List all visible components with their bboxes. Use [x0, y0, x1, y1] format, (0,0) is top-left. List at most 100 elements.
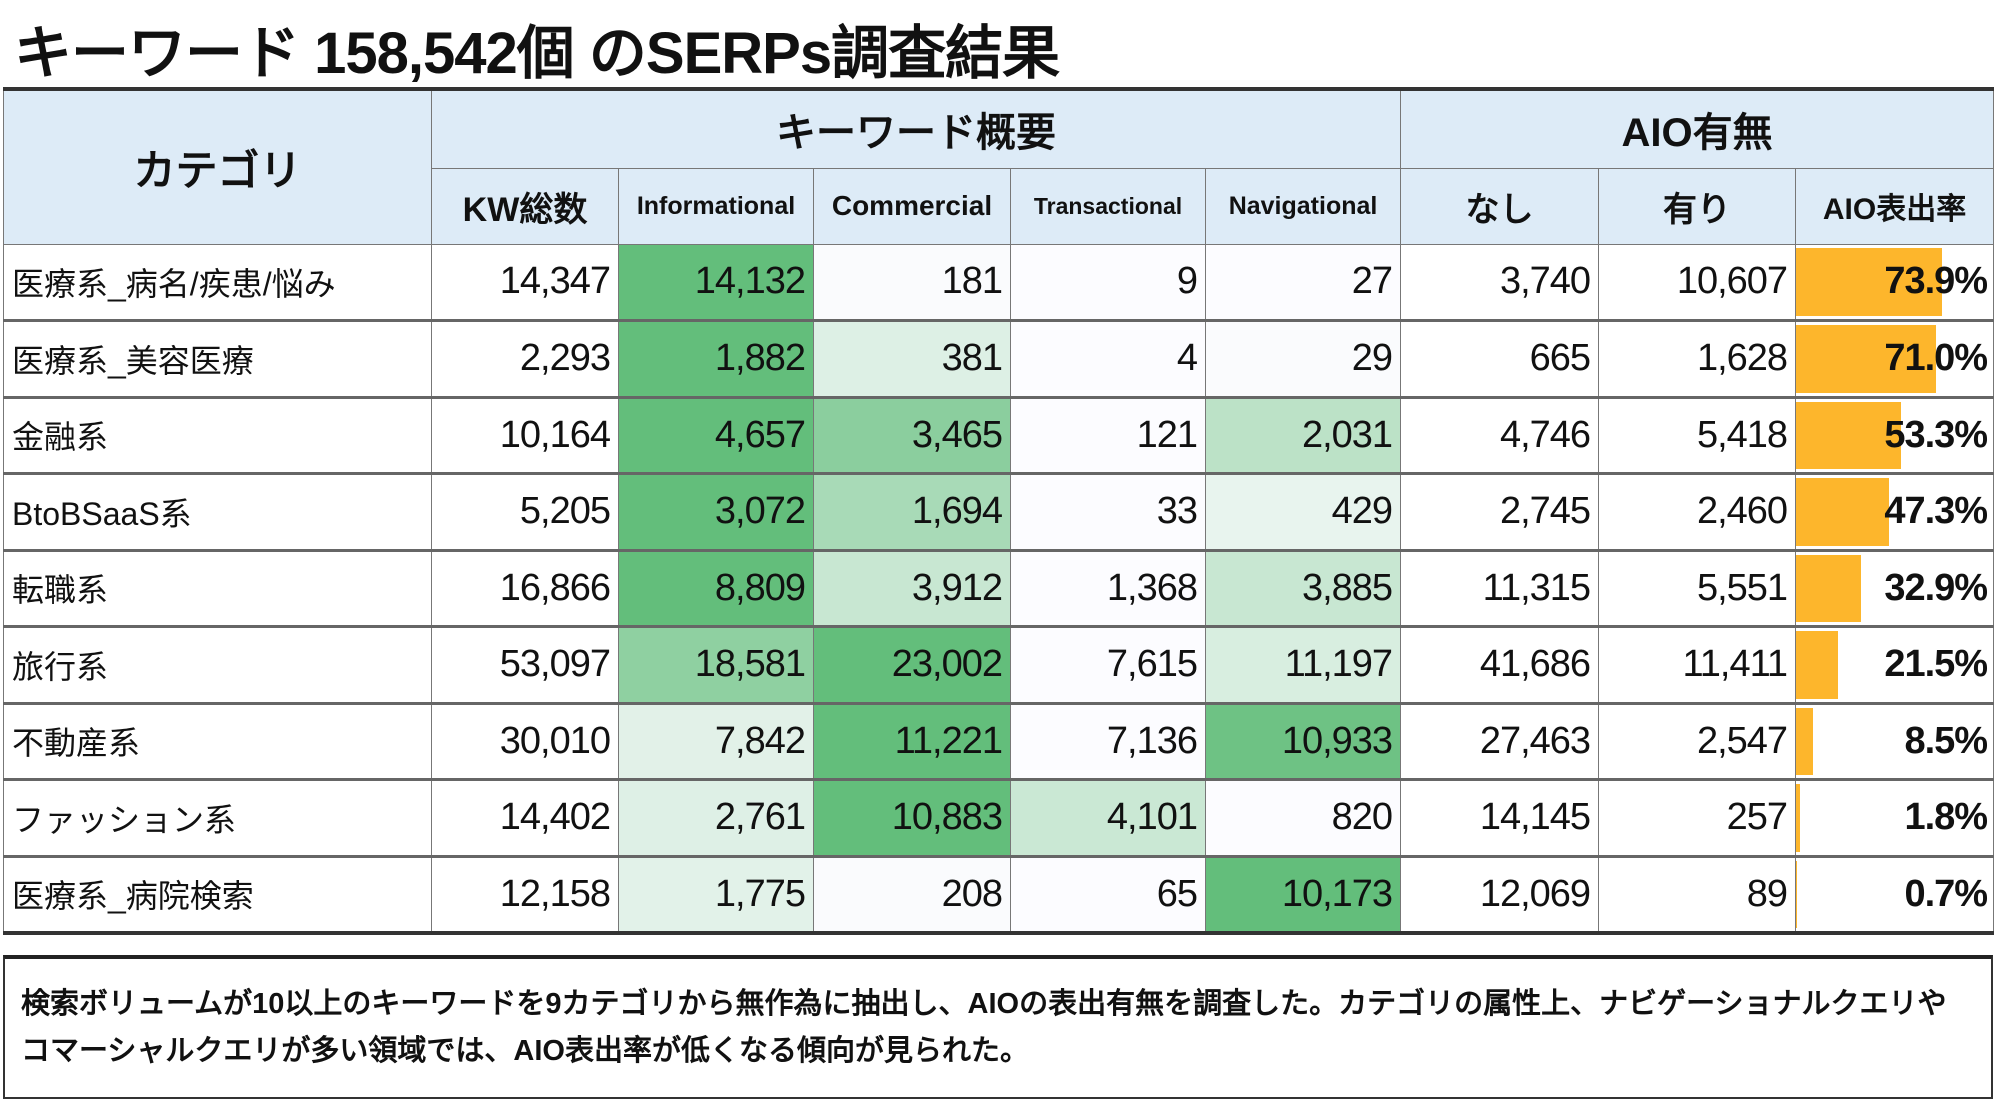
cell-yes: 89 [1598, 854, 1797, 933]
aio-rate-bar [1796, 707, 1813, 775]
cell-total: 5,205 [431, 472, 619, 551]
table-row: 転職系 16,866 8,809 3,912 1,368 3,885 11,315 5,551… [3, 548, 1995, 627]
aio-rate-value: 73.9% [1884, 260, 1988, 303]
cell-total: 2,293 [431, 319, 619, 398]
page-title: キーワード 158,542個 のSERPs調査結果 [14, 21, 1060, 86]
cell-total: 53,097 [431, 625, 619, 704]
aio-rate-value: 47.3% [1884, 490, 1988, 533]
cell-comm: 381 [813, 319, 1011, 398]
cell-aio-rate: 32.9% [1795, 548, 1995, 627]
aio-rate-value: 21.5% [1884, 643, 1988, 686]
aio-rate-value: 8.5% [1904, 719, 1988, 762]
cell-yes: 10,607 [1598, 243, 1797, 321]
cell-category: 不動産系 [3, 701, 432, 780]
cell-yes: 5,551 [1598, 548, 1797, 627]
cell-info: 1,775 [618, 854, 814, 933]
table-row: 医療系_病名/疾患/悩み 14,347 14,132 181 9 27 3,740 10,60… [3, 243, 1995, 321]
cell-trans: 33 [1010, 472, 1206, 551]
aio-rate-bar [1796, 631, 1839, 699]
cell-none: 12,069 [1400, 854, 1600, 933]
serp-results-table: カテゴリ キーワード概要 AIO有無 KW総数 Informational Co… [3, 87, 1995, 935]
cell-none: 4,746 [1400, 395, 1600, 474]
cell-aio-rate: 0.7% [1795, 854, 1995, 933]
cell-comm: 3,465 [813, 395, 1011, 474]
table-row: 医療系_病院検索 12,158 1,775 208 65 10,173 12,069 89 0.… [3, 854, 1995, 933]
cell-yes: 2,547 [1598, 701, 1797, 780]
cell-total: 14,347 [431, 243, 619, 321]
cell-none: 41,686 [1400, 625, 1600, 704]
cell-trans: 7,136 [1010, 701, 1206, 780]
aio-rate-bar [1796, 247, 1942, 316]
cell-info: 3,072 [618, 472, 814, 551]
cell-nav: 11,197 [1204, 625, 1402, 704]
aio-rate-bar [1796, 784, 1800, 852]
cell-nav: 2,031 [1204, 395, 1402, 474]
col-commercial: Commercial [813, 167, 1011, 245]
col-none: なし [1400, 167, 1600, 245]
aio-rate-value: 71.0% [1884, 337, 1988, 380]
cell-yes: 1,628 [1598, 319, 1797, 398]
cell-nav: 29 [1204, 319, 1402, 398]
cell-info: 18,581 [618, 625, 814, 704]
header-keyword-overview: キーワード概要 [430, 88, 1402, 169]
cell-aio-rate: 8.5% [1795, 701, 1995, 780]
col-yes: 有り [1598, 167, 1797, 245]
table-row: 旅行系 53,097 18,581 23,002 7,615 11,197 41,686 11… [3, 625, 1995, 704]
aio-rate-value: 53.3% [1884, 413, 1988, 456]
cell-nav: 3,885 [1204, 548, 1402, 627]
cell-category: ファッション系 [3, 778, 432, 857]
cell-nav: 10,173 [1204, 854, 1402, 933]
aio-rate-value: 0.7% [1904, 872, 1988, 915]
cell-aio-rate: 47.3% [1795, 472, 1995, 551]
table-row: BtoBSaaS系 5,205 3,072 1,694 33 429 2,745 2,460 4… [3, 472, 1995, 551]
cell-comm: 11,221 [813, 701, 1011, 780]
cell-yes: 5,418 [1598, 395, 1797, 474]
table-row: ファッション系 14,402 2,761 10,883 4,101 820 14,145 25… [3, 778, 1995, 857]
cell-trans: 65 [1010, 854, 1206, 933]
aio-rate-bar [1796, 860, 1798, 928]
aio-rate-bar [1796, 325, 1936, 393]
cell-info: 2,761 [618, 778, 814, 857]
cell-total: 10,164 [431, 395, 619, 474]
cell-nav: 27 [1204, 243, 1402, 321]
cell-nav: 429 [1204, 472, 1402, 551]
cell-none: 2,745 [1400, 472, 1600, 551]
col-informational: Informational [618, 167, 814, 245]
cell-total: 14,402 [431, 778, 619, 857]
cell-category: 旅行系 [3, 625, 432, 704]
cell-trans: 4,101 [1010, 778, 1206, 857]
cell-trans: 1,368 [1010, 548, 1206, 627]
header-category: カテゴリ [3, 88, 432, 245]
aio-rate-bar [1796, 478, 1890, 546]
col-transactional: Transactional [1010, 167, 1206, 245]
aio-rate-value: 1.8% [1904, 796, 1988, 839]
cell-aio-rate: 71.0% [1795, 319, 1995, 398]
cell-category: 金融系 [3, 395, 432, 474]
cell-nav: 820 [1204, 778, 1402, 857]
cell-total: 16,866 [431, 548, 619, 627]
cell-info: 8,809 [618, 548, 814, 627]
cell-aio-rate: 73.9% [1795, 243, 1995, 321]
cell-trans: 4 [1010, 319, 1206, 398]
cell-info: 14,132 [618, 243, 814, 321]
table-row: 金融系 10,164 4,657 3,465 121 2,031 4,746 5,418 53.… [3, 395, 1995, 474]
cell-yes: 257 [1598, 778, 1797, 857]
cell-none: 14,145 [1400, 778, 1600, 857]
cell-aio-rate: 1.8% [1795, 778, 1995, 857]
cell-none: 3,740 [1400, 243, 1600, 321]
summary-note: 検索ボリュームが10以上のキーワードを9カテゴリから無作為に抽出し、AIOの表出… [3, 955, 1993, 1099]
header-aio-presence: AIO有無 [1400, 88, 1995, 169]
cell-comm: 208 [813, 854, 1011, 933]
cell-info: 4,657 [618, 395, 814, 474]
table-row: 不動産系 30,010 7,842 11,221 7,136 10,933 27,463 2,… [3, 701, 1995, 780]
cell-comm: 1,694 [813, 472, 1011, 551]
cell-total: 12,158 [431, 854, 619, 933]
cell-yes: 11,411 [1598, 625, 1797, 704]
cell-info: 7,842 [618, 701, 814, 780]
cell-trans: 9 [1010, 243, 1206, 321]
cell-category: BtoBSaaS系 [3, 472, 432, 551]
cell-comm: 3,912 [813, 548, 1011, 627]
cell-trans: 121 [1010, 395, 1206, 474]
cell-yes: 2,460 [1598, 472, 1797, 551]
cell-category: 転職系 [3, 548, 432, 627]
